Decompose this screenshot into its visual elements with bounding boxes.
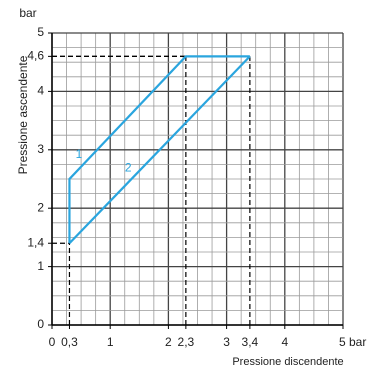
x-tick-label: 4 xyxy=(281,335,288,349)
y-tick-label: 4,6 xyxy=(27,49,44,63)
y-tick-label: 3 xyxy=(37,142,44,156)
y-unit: bar xyxy=(19,6,36,20)
x-tick-label: 2,3 xyxy=(178,335,195,349)
y-tick-label: 2 xyxy=(37,200,44,214)
x-tick-label: 0 xyxy=(49,335,56,349)
x-tick-label: 1 xyxy=(107,335,114,349)
x-tick-label: 3,4 xyxy=(242,335,259,349)
x-tick-label: 5 bar xyxy=(339,335,366,349)
series-line xyxy=(68,55,251,245)
series-line xyxy=(68,55,250,244)
y-tick-label: 4 xyxy=(37,84,44,98)
x-axis-label: Pressione discendente xyxy=(232,356,343,368)
x-tick-label: 0,3 xyxy=(61,335,78,349)
y-tick-label: 5 xyxy=(37,25,44,39)
y-tick-label: 1 xyxy=(37,259,44,273)
x-tick-label: 3 xyxy=(223,335,230,349)
y-tick-label: 1,4 xyxy=(27,235,44,249)
series-label: 2 xyxy=(125,160,132,174)
x-tick-label: 2 xyxy=(165,335,172,349)
y-tick-label: 0 xyxy=(37,317,44,331)
y-axis-label: Pressione ascendente xyxy=(16,55,30,174)
series-label: 1 xyxy=(76,147,83,161)
